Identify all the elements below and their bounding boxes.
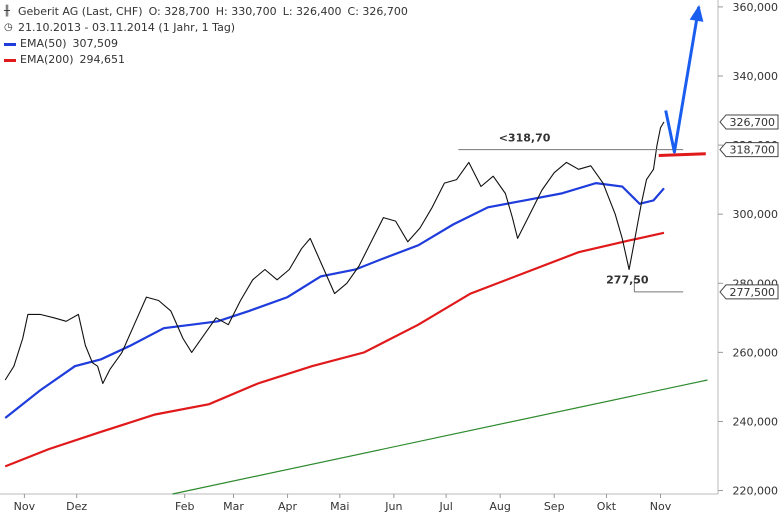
x-tick-label-3: Mar	[223, 500, 244, 513]
ema200-value: 294,651	[79, 53, 126, 66]
price-tag-1	[719, 142, 779, 158]
chart-legend: ╫ Geberit AG (Last, CHF) O: 328,700 H: 3…	[4, 4, 408, 68]
x-tick-label-9: Sep	[544, 500, 565, 513]
ema200-swatch	[4, 58, 16, 62]
annotation-0: <318,70	[499, 132, 551, 145]
x-tick-label-1: Dez	[66, 500, 87, 513]
x-tick-label-2: Feb	[175, 500, 194, 513]
open-value: O: 328,700	[148, 5, 210, 18]
price-line	[4, 121, 665, 385]
price-tag-0	[719, 114, 779, 130]
high-value: H: 330,700	[215, 5, 277, 18]
x-tick-label-8: Aug	[489, 500, 510, 513]
instrument-name: Geberit AG (Last, CHF)	[18, 5, 143, 18]
ema50-label: EMA(50)	[20, 37, 67, 50]
x-tick-label-0: Nov	[14, 500, 36, 513]
ema50-line	[4, 181, 665, 419]
low-value: L: 326,400	[282, 5, 342, 18]
ema200-line	[4, 231, 665, 468]
price-tag-label-2: 277,500	[730, 286, 776, 299]
close-value: C: 326,700	[347, 5, 408, 18]
forecast-arrow-line	[664, 6, 701, 154]
x-tick-label-4: Apr	[278, 500, 298, 513]
price-tag-label-1: 318,700	[730, 144, 776, 157]
period-text: 21.10.2013 - 03.11.2014 (1 Jahr, 1 Tag)	[18, 21, 236, 34]
clock-icon: ◷	[4, 22, 13, 33]
candlestick-icon: ╫	[4, 6, 11, 17]
legend-row-period: ◷ 21.10.2013 - 03.11.2014 (1 Jahr, 1 Tag…	[4, 20, 408, 36]
x-tick-label-10: Okt	[597, 500, 617, 513]
legend-row-ema200: EMA(200) 294,651	[4, 52, 408, 68]
y-tick-label-340: 340,000	[733, 70, 779, 83]
y-tick-label-360: 360,000	[733, 1, 779, 14]
resistance-marker	[658, 152, 706, 157]
ema50-value: 307,509	[72, 37, 119, 50]
x-tick-label-7: Jul	[438, 500, 452, 513]
trendline	[172, 379, 708, 495]
y-tick-label-240: 240,000	[733, 415, 779, 428]
x-tick-label-5: Mai	[330, 500, 349, 513]
price-tag-2	[719, 284, 779, 300]
forecast-arrow-head	[689, 4, 704, 22]
legend-row-instrument: ╫ Geberit AG (Last, CHF) O: 328,700 H: 3…	[4, 4, 408, 20]
legend-row-ema50: EMA(50) 307,509	[4, 36, 408, 52]
x-tick-label-6: Jun	[384, 500, 402, 513]
y-tick-label-300: 300,000	[733, 208, 779, 221]
y-tick-label-220: 220,000	[733, 485, 779, 498]
ema200-label: EMA(200)	[20, 53, 74, 66]
price-tag-label-0: 326,700	[730, 116, 776, 129]
ema50-swatch	[4, 42, 16, 46]
y-tick-label-260: 260,000	[733, 346, 779, 359]
annotation-1: 277,50	[606, 273, 649, 286]
x-tick-label-11: Nov	[650, 500, 672, 513]
